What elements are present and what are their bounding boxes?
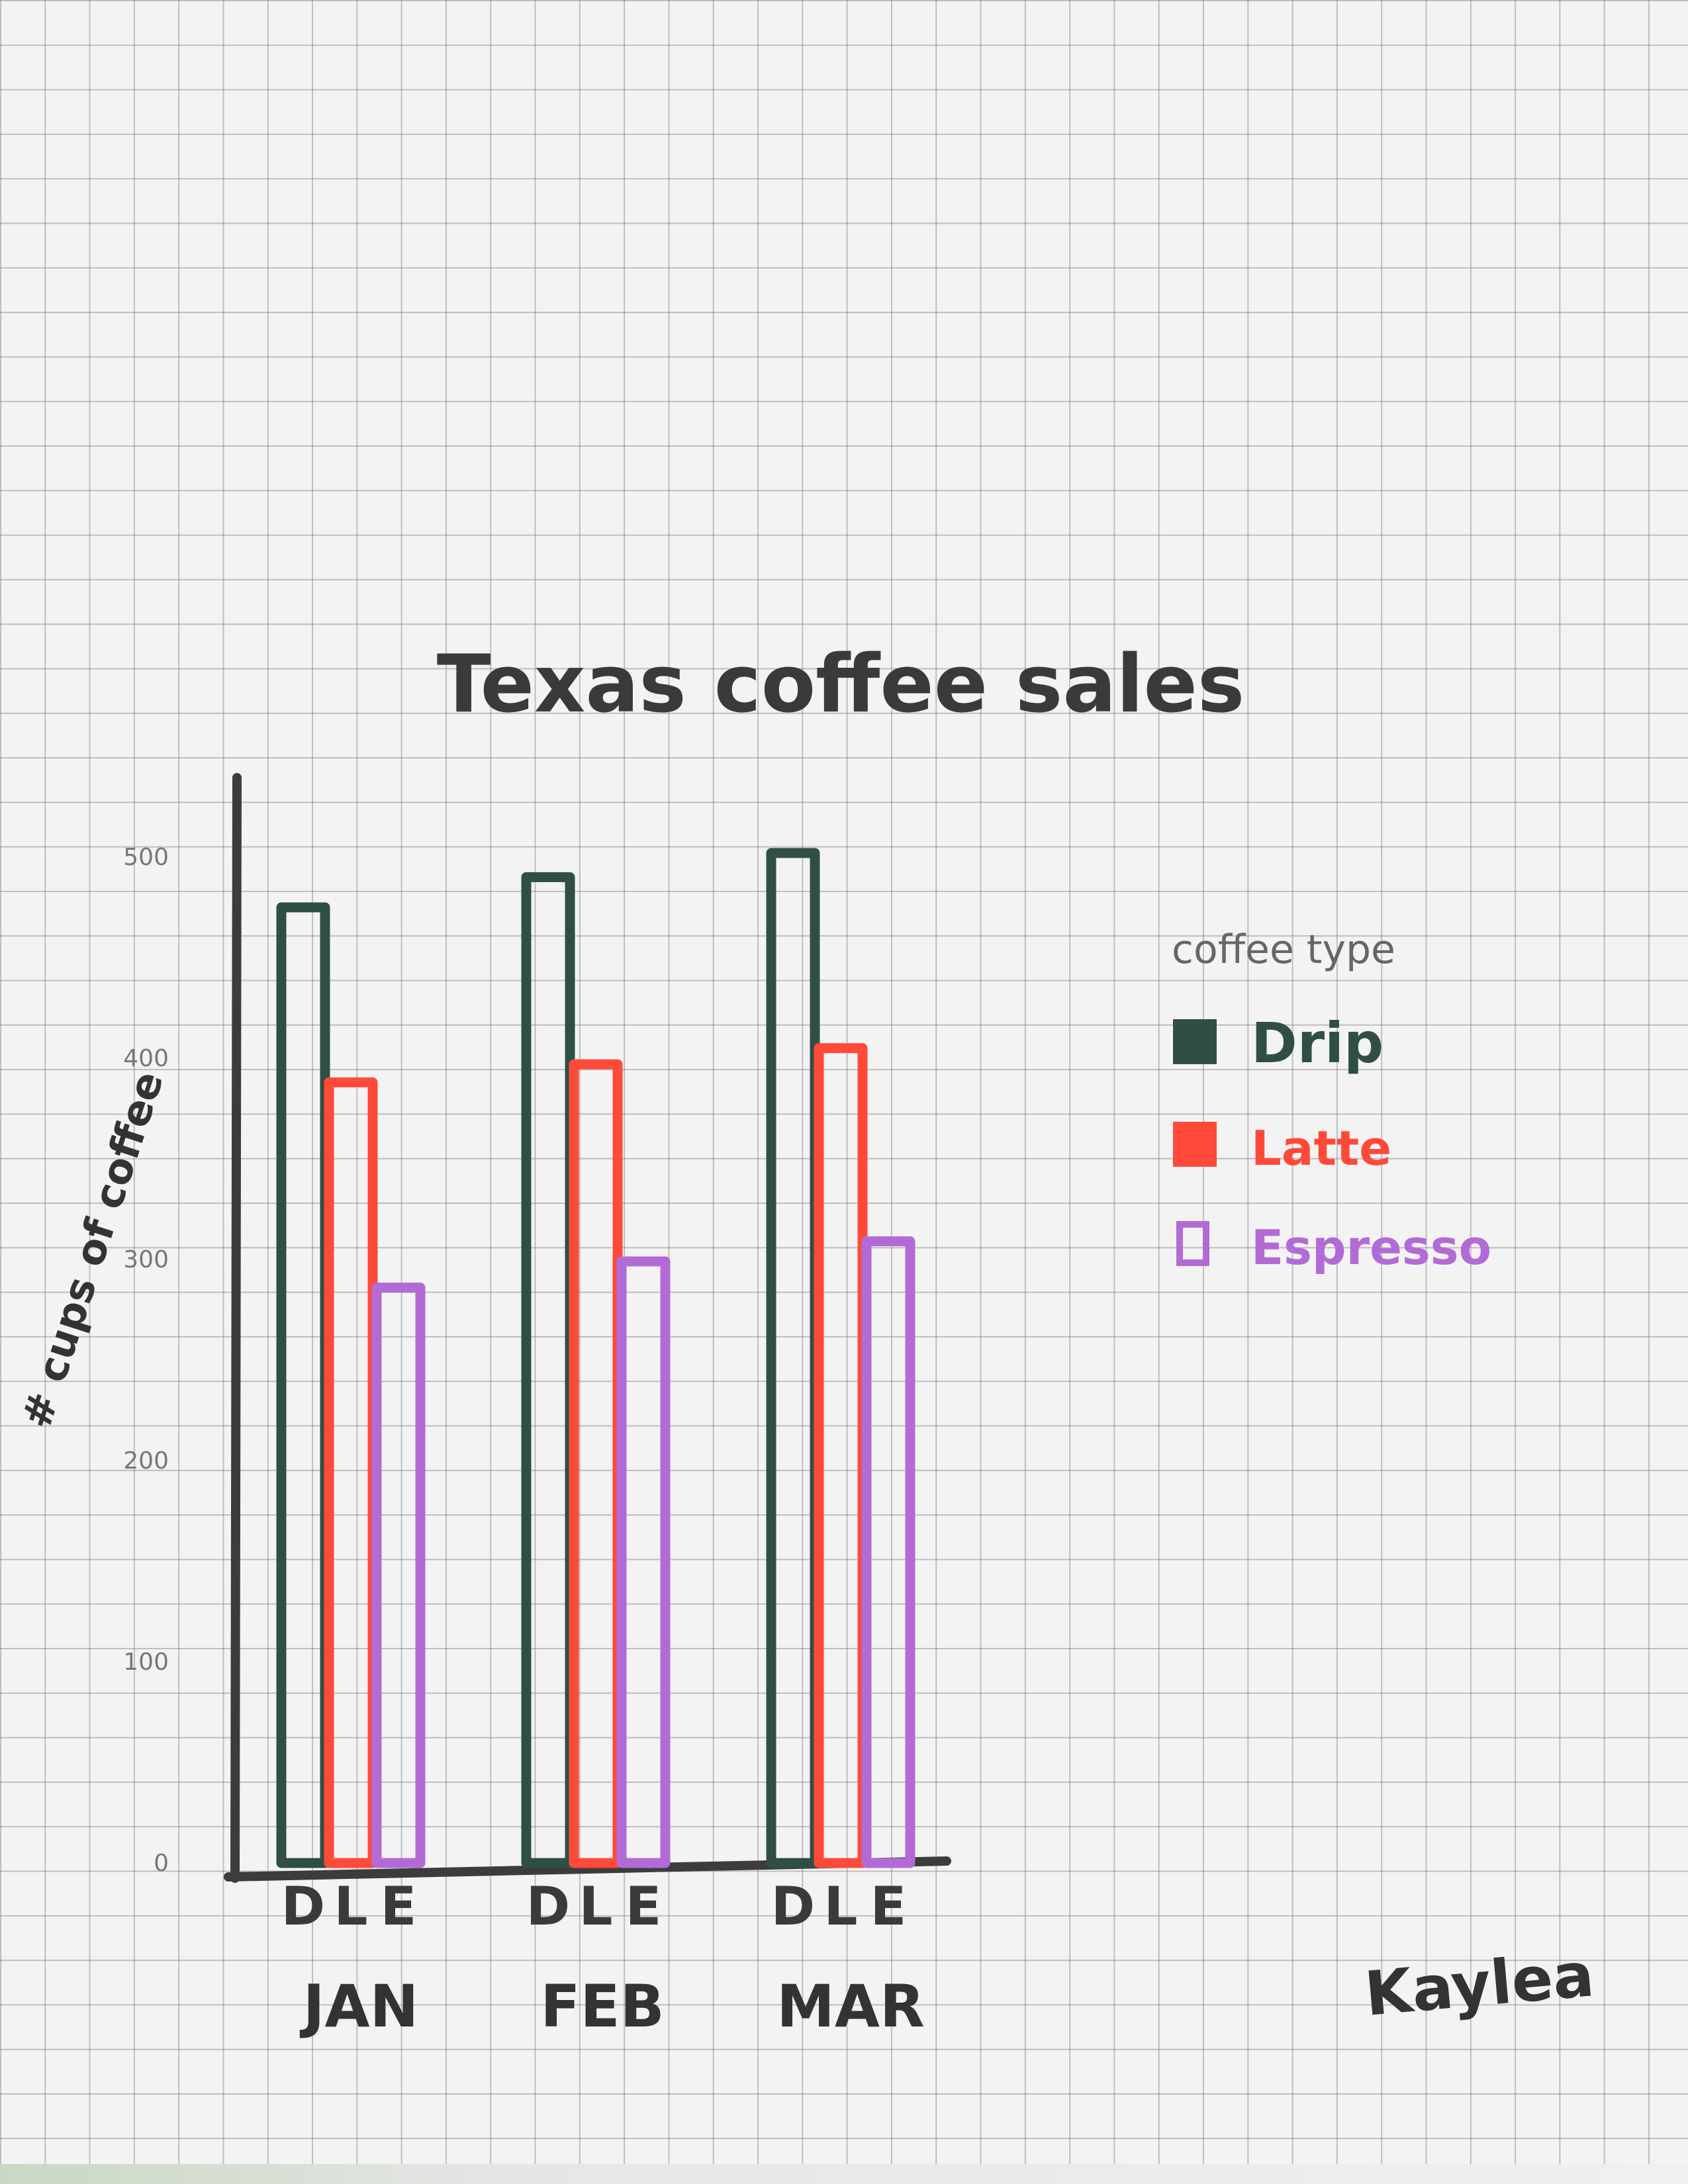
y-tick-label: 100 [123,1649,169,1676]
bar-latte-feb [569,1059,623,1868]
bar-letter-label: D [526,1876,570,1937]
legend-swatch-drip [1173,1019,1217,1064]
bar-drip-feb [521,872,575,1868]
bar-letter-label: L [824,1876,858,1937]
bar-espresso-mar [861,1236,915,1868]
bar-letter-label: E [870,1876,907,1937]
legend-label-latte: Latte [1251,1120,1391,1176]
x-tick-label-jan: JAN [300,1972,419,2040]
legend-swatch-espresso [1176,1221,1209,1266]
bar-letter-label: E [381,1876,417,1937]
paper-scan-edge [0,2164,1688,2184]
bar-latte-jan [324,1077,378,1868]
bar-drip-mar [766,848,820,1868]
bar-espresso-feb [616,1256,671,1868]
bar-drip-jan [276,902,330,1868]
x-tick-label-feb: FEB [540,1972,664,2040]
legend-title: coffee type [1172,927,1395,973]
x-axis-tick-labels: JAN FEB MAR [300,1972,925,2040]
y-tick-label: 400 [123,1045,169,1072]
bar-letter-label: D [771,1876,815,1937]
signature: Kaylea [1362,1939,1597,2030]
legend-label-drip: Drip [1251,1011,1383,1075]
x-tick-label-mar: MAR [776,1972,924,2040]
legend: coffee type Drip Latte Espresso [1172,927,1491,1275]
bar-letter-label: E [626,1876,662,1937]
bars [276,848,915,1868]
bar-letter-label: L [579,1876,613,1937]
legend-label-espresso: Espresso [1251,1220,1491,1275]
bar-letter-label: D [281,1876,325,1937]
bar-letter-label: L [334,1876,368,1937]
y-axis-ticks: 0 100 200 300 400 500 [123,844,169,1877]
y-tick-label: 500 [123,844,169,871]
y-tick-label: 200 [123,1447,169,1475]
axes [224,773,951,1883]
y-tick-label: 300 [123,1246,169,1273]
y-tick-label: 0 [154,1850,169,1877]
legend-swatch-latte [1173,1122,1217,1167]
chart-title: Texas coffee sales [437,639,1245,731]
bar-latte-mar [814,1043,868,1868]
bar-espresso-jan [371,1283,426,1868]
y-axis-line [230,773,242,1883]
